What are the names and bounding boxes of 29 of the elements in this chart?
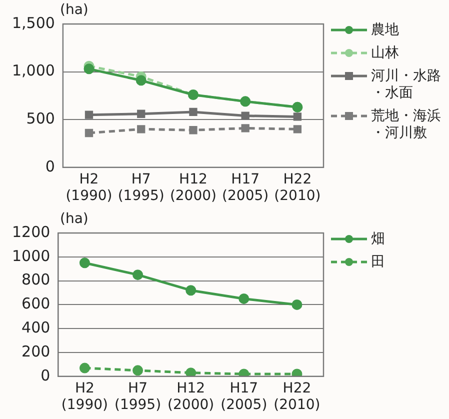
x-tick-label: H17 (2005) [222, 171, 269, 204]
y-tick-label: 400 [22, 318, 50, 336]
y-tick-label: 1,000 [12, 62, 55, 80]
x-tick-label: H2 (1990) [66, 171, 112, 204]
y-tick-label: 800 [22, 270, 50, 289]
y-tick-label: 200 [22, 342, 50, 360]
x-tick-label: H2 (1990) [61, 380, 108, 414]
legend-label: 畑 [371, 231, 386, 248]
y-tick-label: 500 [26, 109, 55, 128]
x-tick-label: H22 (2010) [274, 171, 321, 204]
y-tick-label: 1200 [12, 222, 50, 241]
x-tick-label: H22 (2010) [274, 380, 320, 414]
legend-label: 田 [371, 254, 386, 271]
x-tick-label: H7 (1995) [114, 380, 162, 414]
x-tick-label: H12 (2000) [168, 380, 214, 414]
legend-label: 山林 [371, 45, 400, 62]
y-axis-title: (ha) [60, 211, 88, 227]
y-tick-label: 0 [40, 366, 50, 384]
x-tick-label: H12 (2000) [170, 171, 216, 204]
legend-label: 荒地・海浜・河川敷 [371, 108, 442, 142]
legend-label: 農地 [371, 22, 400, 39]
y-axis-title: (ha) [60, 2, 88, 18]
y-tick-label: 600 [22, 294, 50, 313]
x-tick-label: H17 (2005) [220, 380, 268, 414]
y-tick-label: 0 [45, 157, 55, 176]
legend-label: 河川・水路・水面 [371, 68, 442, 102]
y-tick-label: 1,500 [12, 14, 55, 32]
x-tick-label: H7 (1995) [118, 171, 164, 204]
y-tick-label: 1000 [12, 246, 50, 265]
